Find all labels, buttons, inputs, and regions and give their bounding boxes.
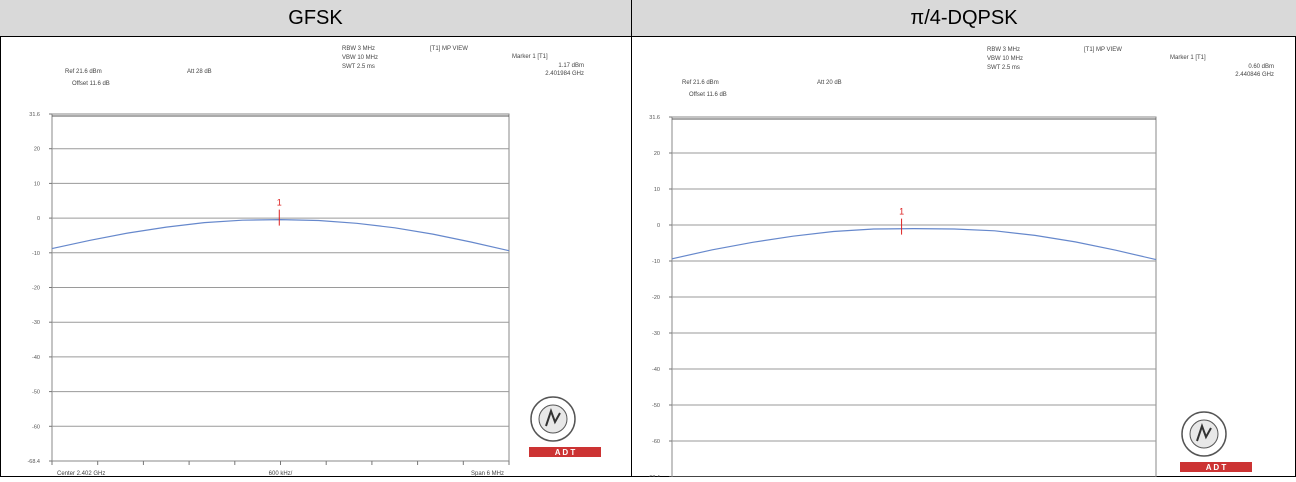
column-header-gfsk: GFSK — [0, 0, 632, 37]
marker-frequency-label: 2.440846 GHz — [1235, 72, 1274, 78]
y-tick-label: -68.4 — [27, 459, 40, 465]
y-tick-label: -20 — [32, 286, 40, 292]
offset-label: Offset 11.6 dB — [72, 81, 110, 87]
adt-logo-text: A D T — [555, 448, 576, 457]
column-header-dqpsk: π/4-DQPSK — [632, 0, 1296, 37]
panel-dqpsk: Ref 21.6 dBm Att 20 dB RBW 3 MHz VBW 10 MHz… — [632, 37, 1296, 481]
y-tick-label: 31.6 — [29, 112, 40, 118]
marker-level-label: 0.60 dBm — [1248, 64, 1274, 70]
division-label: 600 kHz/ — [269, 471, 293, 477]
marker-title-label: Marker 1 [T1] — [1170, 55, 1206, 61]
y-tick-label: 10 — [654, 187, 660, 193]
vbw-label: VBW 10 MHz — [987, 56, 1023, 62]
attenuation-label: Att 20 dB — [817, 80, 842, 86]
y-tick-label: -30 — [32, 320, 40, 326]
y-tick-label: -20 — [652, 295, 660, 301]
seal-emblem-icon — [1196, 422, 1212, 442]
y-tick-label: 10 — [34, 181, 40, 187]
y-tick-label: -50 — [652, 403, 660, 409]
y-tick-label: -60 — [32, 424, 40, 430]
view-mode-label: [T1] MP VIEW — [430, 46, 468, 52]
view-mode-label: [T1] MP VIEW — [1084, 47, 1122, 53]
marker-title-label: Marker 1 [T1] — [512, 54, 548, 60]
y-tick-label: -50 — [32, 390, 40, 396]
y-tick-label: 20 — [34, 147, 40, 153]
y-tick-label: 0 — [657, 223, 660, 229]
marker-number-label: 1 — [899, 207, 904, 217]
marker-frequency-label: 2.401984 GHz — [545, 71, 584, 77]
swt-label: SWT 2.5 ms — [342, 64, 375, 70]
ref-level-label: Ref 21.6 dBm — [682, 80, 719, 86]
rbw-label: RBW 3 MHz — [987, 47, 1020, 53]
marker-level-label: 1.17 dBm — [558, 63, 584, 69]
trace-line — [671, 227, 1157, 261]
y-tick-label: -10 — [32, 251, 40, 257]
y-tick-label: -30 — [652, 331, 660, 337]
y-tick-label: -40 — [32, 355, 40, 361]
attenuation-label: Att 28 dB — [187, 69, 212, 75]
y-tick-label: -60 — [652, 439, 660, 445]
seal-emblem-icon — [545, 407, 561, 427]
adt-logo-text: A D T — [1206, 463, 1227, 472]
trace-line — [51, 218, 510, 252]
vbw-label: VBW 10 MHz — [342, 55, 378, 61]
swt-label: SWT 2.5 ms — [987, 65, 1020, 71]
y-tick-label: 31.6 — [649, 115, 660, 121]
rbw-label: RBW 3 MHz — [342, 46, 375, 52]
ref-level-label: Ref 21.6 dBm — [65, 69, 102, 75]
center-frequency-label: Center 2.402 GHz — [57, 471, 105, 477]
adt-logo-bar — [529, 447, 601, 457]
y-tick-label: -10 — [652, 259, 660, 265]
marker-number-label: 1 — [277, 198, 282, 208]
offset-label: Offset 11.6 dB — [689, 92, 727, 98]
y-tick-label: 0 — [37, 216, 40, 222]
span-label: Span 6 MHz — [471, 471, 504, 477]
y-tick-label: -40 — [652, 367, 660, 373]
y-tick-label: 20 — [654, 151, 660, 157]
panel-gfsk: Ref 21.6 dBm Att 28 dB RBW 3 MHz VBW 10 MHz… — [0, 37, 632, 477]
spectrum-plot-gfsk: Ref 21.6 dBm Att 28 dB RBW 3 MHz VBW 10 MHz… — [27, 46, 601, 477]
adt-logo-bar — [1180, 462, 1252, 472]
spectrum-plot-dqpsk: Ref 21.6 dBm Att 20 dB RBW 3 MHz VBW 10 MHz… — [647, 47, 1274, 481]
